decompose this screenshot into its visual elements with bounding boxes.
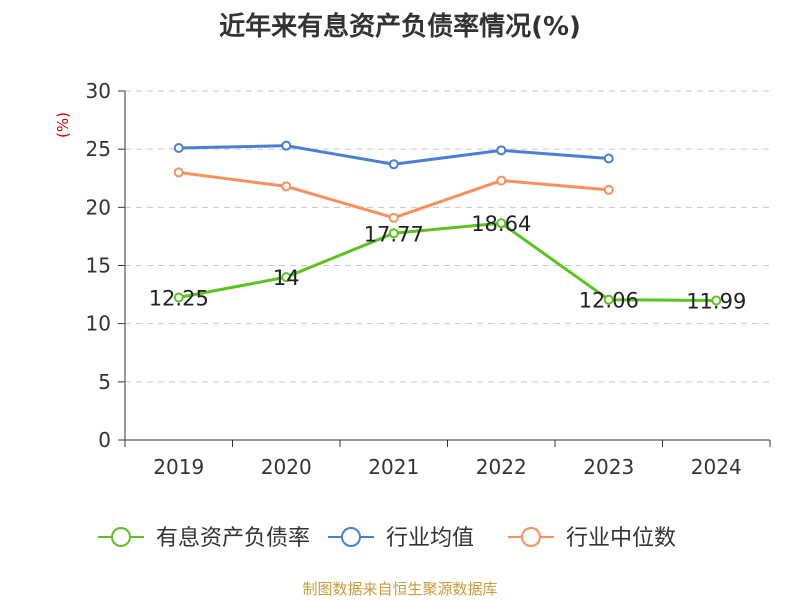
data-point <box>496 218 507 229</box>
data-point <box>173 292 184 303</box>
data-point <box>388 159 399 170</box>
x-tick-label: 2024 <box>691 455 742 479</box>
data-point <box>388 212 399 223</box>
legend-label: 有息资产负债率 <box>156 526 310 551</box>
legend-label: 行业中位数 <box>566 526 676 551</box>
y-axis-label: (%) <box>54 112 72 138</box>
series-line <box>178 221 717 303</box>
legend-swatch-marker <box>341 527 361 547</box>
data-point <box>281 181 292 192</box>
data-point <box>496 175 507 186</box>
data-point <box>603 153 614 164</box>
chart-title: 近年来有息资产负债率情况(%) <box>219 12 581 42</box>
data-point <box>603 184 614 195</box>
y-tick-label: 0 <box>98 428 111 452</box>
y-tick-label: 5 <box>98 370 111 394</box>
data-label: 18.64 <box>471 212 531 236</box>
data-label: 11.99 <box>686 290 746 314</box>
y-tick-label: 10 <box>86 312 111 336</box>
data-point <box>496 145 507 156</box>
data-point <box>281 272 292 283</box>
legend-swatch-marker <box>521 527 541 547</box>
x-tick-label: 2020 <box>261 455 312 479</box>
data-point <box>603 294 614 305</box>
data-label: 14 <box>273 266 300 290</box>
y-tick-label: 30 <box>86 79 111 103</box>
x-tick-label: 2023 <box>583 455 634 479</box>
source-note: 制图数据来自恒生聚源数据库 <box>302 580 498 598</box>
data-label: 12.06 <box>579 289 639 313</box>
series-line <box>178 170 609 220</box>
x-tick-label: 2019 <box>153 455 204 479</box>
legend-label: 行业均值 <box>386 526 474 551</box>
data-point <box>173 167 184 178</box>
data-point <box>388 228 399 239</box>
x-tick-label: 2022 <box>476 455 527 479</box>
data-point <box>711 295 722 306</box>
y-tick-label: 25 <box>86 137 111 161</box>
x-tick-label: 2021 <box>368 455 419 479</box>
legend-swatch-marker <box>111 527 131 547</box>
y-tick-label: 15 <box>86 254 111 278</box>
data-label: 12.25 <box>149 286 209 310</box>
data-point <box>173 143 184 154</box>
data-point <box>281 140 292 151</box>
data-label: 17.77 <box>364 222 424 246</box>
y-tick-label: 20 <box>86 195 111 219</box>
